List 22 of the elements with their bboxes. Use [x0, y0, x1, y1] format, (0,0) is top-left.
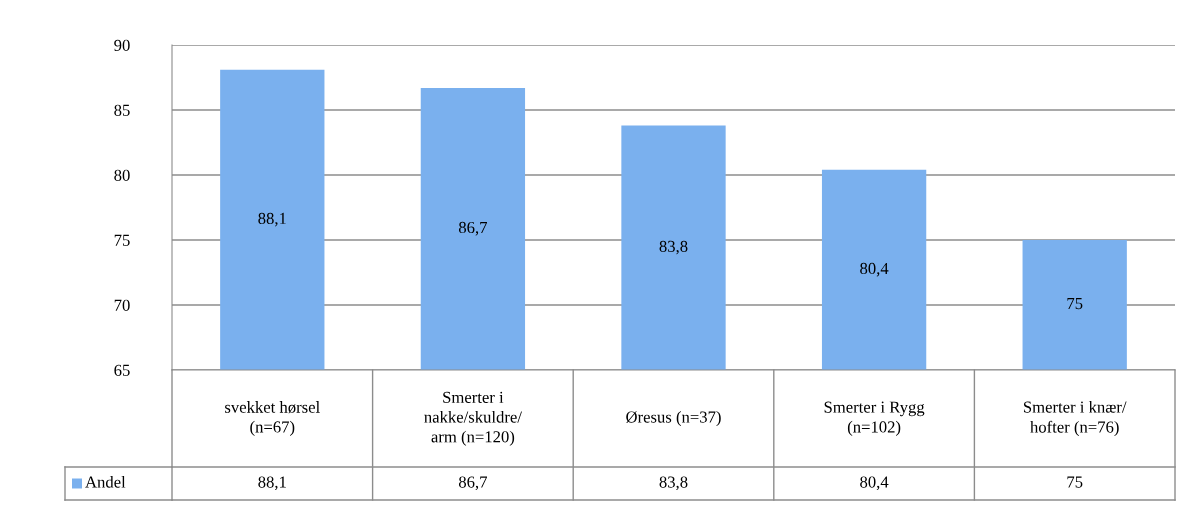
data-label: 80,4: [860, 476, 889, 491]
text: 75: [1067, 298, 1083, 310]
data-label: 75: [1067, 476, 1083, 488]
y-tick-label: 85: [114, 104, 130, 116]
x-tick-label: Smerter i Rygg (n=102): [824, 401, 925, 436]
y-tick-label: 80: [114, 169, 130, 181]
data-label: 88,1: [258, 476, 286, 491]
y-tick-label: 90: [114, 39, 130, 51]
y-tick-label: 75: [114, 234, 130, 246]
text: 86,7: [458, 221, 487, 236]
data-label: 86,7: [458, 476, 487, 491]
x-tick-label: Smerter i knær/ hofter (n=76): [1023, 400, 1127, 437]
text: 88,1: [258, 212, 286, 227]
x-tick-label: svekket hørsel (n=67): [225, 401, 320, 436]
text: 80,4: [860, 262, 889, 277]
y-tick-label: 70: [114, 299, 130, 311]
y-tick-label: 65: [114, 364, 130, 376]
x-tick-label: Øresus (n=37): [626, 410, 721, 427]
legend-label: Andel: [85, 475, 126, 488]
text: 83,8: [659, 240, 688, 255]
data-label: 83,8: [659, 476, 688, 491]
x-tick-label: Smerter i nakke/skuldre/ arm (n=120): [424, 391, 522, 446]
